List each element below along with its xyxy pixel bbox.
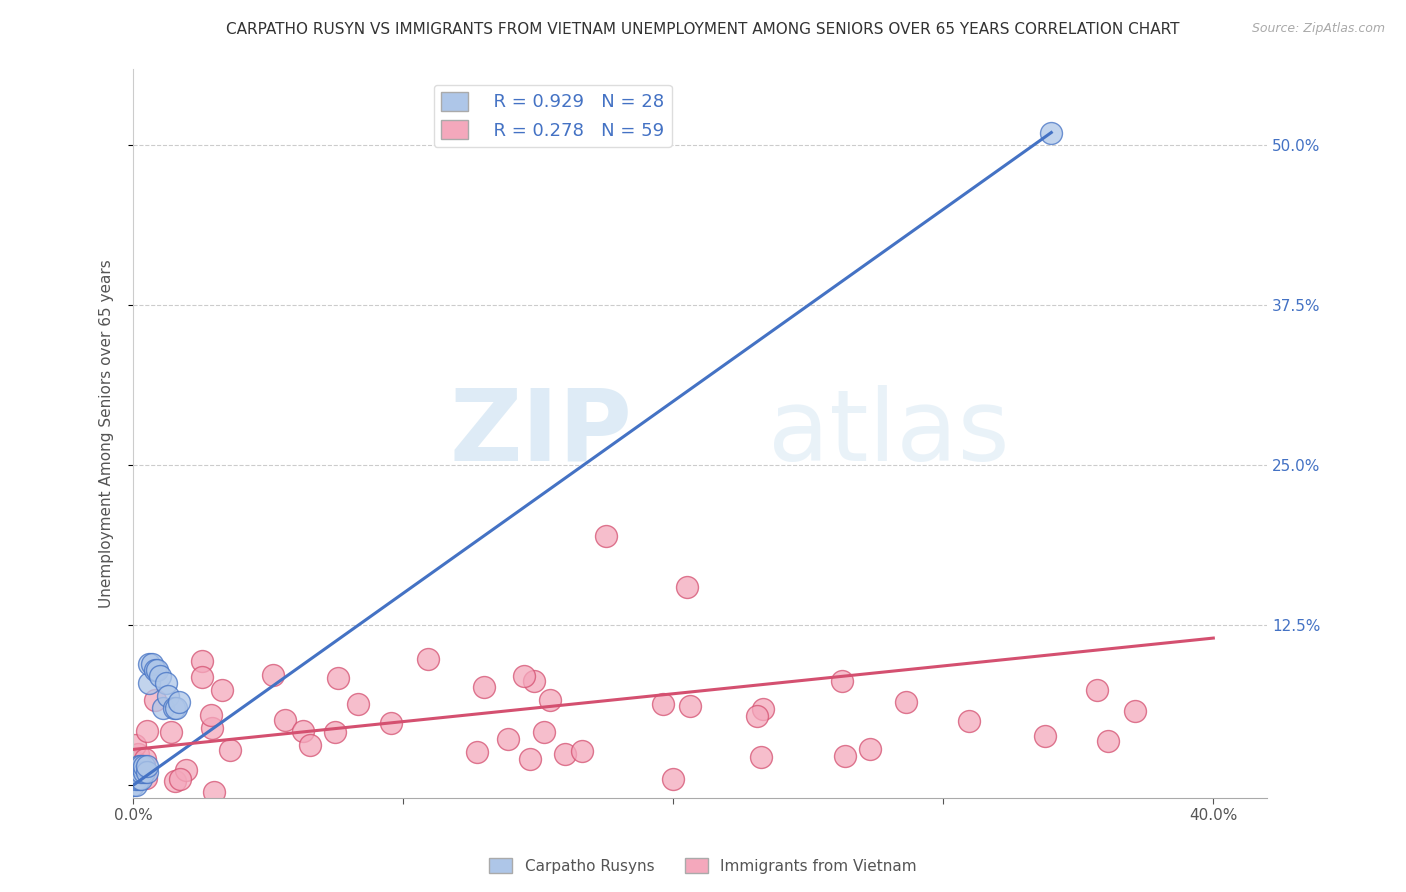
Point xyxy=(138,657,160,671)
Point xyxy=(472,681,495,695)
Point xyxy=(149,669,172,683)
Point xyxy=(292,723,315,738)
Point xyxy=(129,759,152,773)
Point xyxy=(328,671,350,685)
Point xyxy=(122,768,145,782)
Point xyxy=(201,722,224,736)
Text: CARPATHO RUSYN VS IMMIGRANTS FROM VIETNAM UNEMPLOYMENT AMONG SENIORS OVER 65 YEA: CARPATHO RUSYN VS IMMIGRANTS FROM VIETNA… xyxy=(226,22,1180,37)
Point xyxy=(675,580,697,594)
Point xyxy=(554,747,576,761)
Point xyxy=(651,697,673,711)
Point xyxy=(169,772,191,787)
Point xyxy=(129,759,152,773)
Point xyxy=(519,752,541,766)
Point xyxy=(1097,733,1119,747)
Text: atlas: atlas xyxy=(768,384,1010,482)
Point xyxy=(380,716,402,731)
Point xyxy=(128,765,150,780)
Point xyxy=(128,759,150,773)
Point xyxy=(155,676,177,690)
Point xyxy=(465,745,488,759)
Point xyxy=(132,764,155,778)
Point xyxy=(896,695,918,709)
Point xyxy=(129,772,152,786)
Point xyxy=(211,682,233,697)
Point xyxy=(595,529,617,543)
Point xyxy=(538,693,561,707)
Point xyxy=(129,765,152,780)
Point xyxy=(513,669,536,683)
Point xyxy=(128,772,150,786)
Point xyxy=(125,778,148,792)
Point xyxy=(138,676,160,690)
Point xyxy=(122,772,145,786)
Point xyxy=(571,744,593,758)
Point xyxy=(1123,704,1146,718)
Point xyxy=(124,755,146,769)
Text: ZIP: ZIP xyxy=(450,384,633,482)
Point xyxy=(143,663,166,677)
Point xyxy=(218,742,240,756)
Point xyxy=(496,732,519,747)
Point xyxy=(124,738,146,752)
Point xyxy=(679,699,702,714)
Point xyxy=(127,747,149,761)
Point xyxy=(174,763,197,777)
Point xyxy=(141,657,163,671)
Point xyxy=(125,765,148,780)
Point xyxy=(262,668,284,682)
Point xyxy=(191,670,214,684)
Point xyxy=(157,689,180,703)
Point xyxy=(132,759,155,773)
Point xyxy=(134,752,156,766)
Point xyxy=(135,765,157,780)
Point xyxy=(162,701,184,715)
Point xyxy=(523,673,546,688)
Point xyxy=(132,765,155,780)
Point xyxy=(957,714,980,728)
Point xyxy=(191,654,214,668)
Point xyxy=(1033,729,1056,743)
Point xyxy=(831,673,853,688)
Point xyxy=(165,774,187,789)
Point xyxy=(146,663,169,677)
Point xyxy=(346,697,368,711)
Point xyxy=(165,701,187,715)
Point xyxy=(299,738,322,752)
Point xyxy=(416,651,439,665)
Point xyxy=(834,749,856,764)
Point xyxy=(747,709,769,723)
Point xyxy=(751,702,773,716)
Point xyxy=(749,750,772,764)
Point xyxy=(152,701,174,715)
Point xyxy=(273,713,295,727)
Point xyxy=(859,741,882,756)
Point xyxy=(202,785,225,799)
Point xyxy=(1040,126,1063,140)
Y-axis label: Unemployment Among Seniors over 65 years: Unemployment Among Seniors over 65 years xyxy=(100,259,114,607)
Point xyxy=(143,693,166,707)
Point xyxy=(135,759,157,773)
Text: Source: ZipAtlas.com: Source: ZipAtlas.com xyxy=(1251,22,1385,36)
Point xyxy=(167,695,190,709)
Point xyxy=(122,778,145,792)
Point xyxy=(323,724,346,739)
Point xyxy=(136,723,159,738)
Legend: Carpatho Rusyns, Immigrants from Vietnam: Carpatho Rusyns, Immigrants from Vietnam xyxy=(484,852,922,880)
Legend:   R = 0.929   N = 28,   R = 0.278   N = 59: R = 0.929 N = 28, R = 0.278 N = 59 xyxy=(433,85,672,147)
Point xyxy=(160,725,183,739)
Point xyxy=(200,707,222,722)
Point xyxy=(135,771,157,785)
Point xyxy=(125,772,148,786)
Point xyxy=(662,772,685,786)
Point xyxy=(1085,683,1108,698)
Point xyxy=(533,725,555,739)
